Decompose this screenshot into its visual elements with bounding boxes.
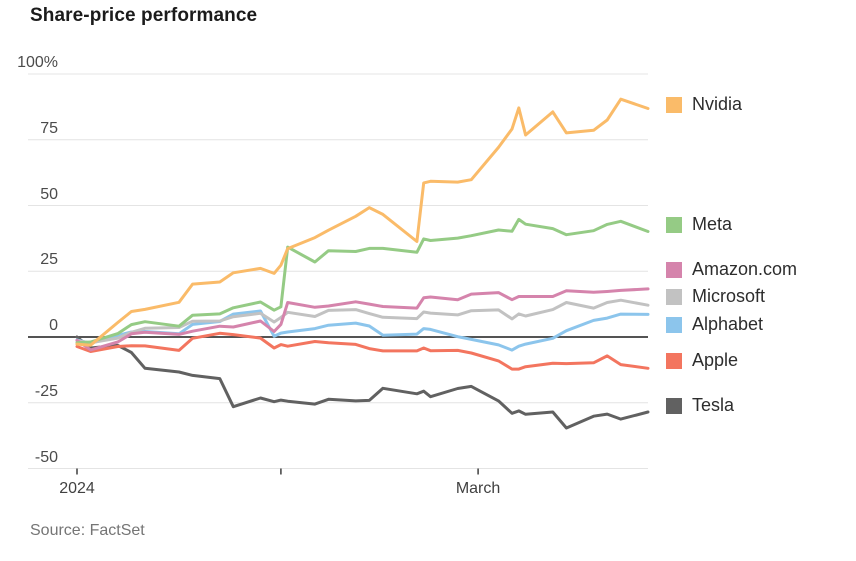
chart-title: Share-price performance — [30, 5, 258, 26]
y-tick-label: -50 — [34, 448, 58, 466]
x-tick-label: March — [455, 480, 501, 497]
legend-item-microsoft: Microsoft — [666, 286, 765, 307]
y-tick-label: 25 — [40, 251, 58, 269]
legend-label: Microsoft — [692, 286, 766, 306]
y-tick-label: -25 — [34, 382, 58, 400]
x-tick-label: 2024 — [59, 480, 95, 497]
source-note: Source: FactSet — [30, 522, 145, 539]
y-tick-label: 75 — [40, 119, 58, 137]
legend-item-meta: Meta — [666, 214, 732, 235]
legend-swatch-icon — [666, 96, 682, 113]
legend-swatch-icon — [666, 352, 682, 369]
y-tick-label: 100% — [17, 54, 58, 71]
legend-label: Tesla — [692, 395, 735, 415]
y-tick-label: 50 — [40, 185, 58, 203]
legend-label: Nvidia — [692, 94, 743, 114]
legend-swatch-icon — [666, 216, 682, 233]
legend-swatch-icon — [666, 397, 682, 414]
legend-item-amazon-com: Amazon.com — [666, 259, 797, 280]
legend-swatch-icon — [666, 288, 682, 305]
legend-item-tesla: Tesla — [666, 395, 734, 416]
legend-item-alphabet: Alphabet — [666, 314, 763, 335]
y-tick-label: 0 — [49, 317, 58, 334]
legend-label: Amazon.com — [692, 259, 798, 279]
legend-label: Meta — [692, 214, 733, 234]
legend-swatch-icon — [666, 316, 682, 333]
legend-label: Alphabet — [692, 314, 764, 334]
legend-item-nvidia: Nvidia — [666, 94, 742, 115]
legend-swatch-icon — [666, 261, 682, 278]
legend-item-apple: Apple — [666, 350, 738, 371]
legend-label: Apple — [692, 350, 739, 370]
